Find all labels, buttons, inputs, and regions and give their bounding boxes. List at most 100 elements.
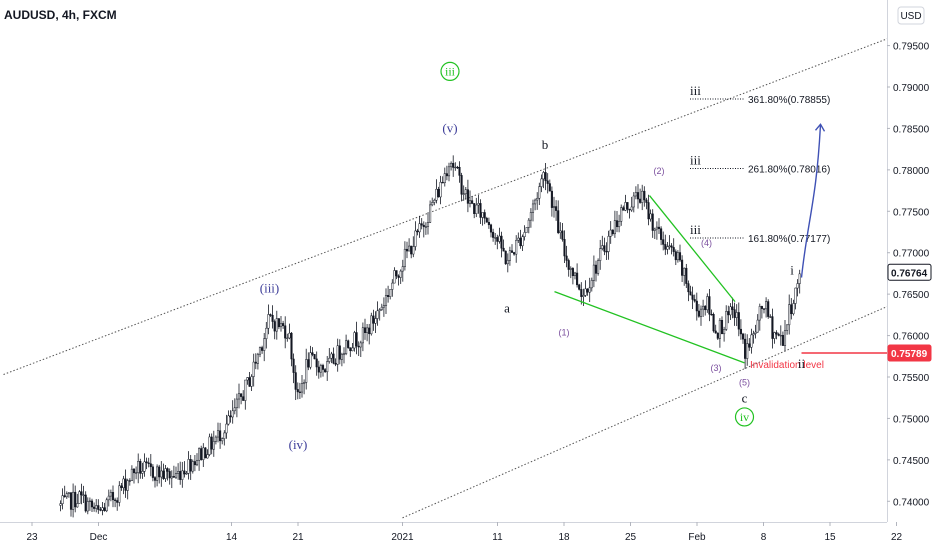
candle-body [599,248,602,261]
candle-body [416,230,419,233]
candle-body [250,376,253,387]
candle-body [500,235,503,249]
candle-body [235,398,238,409]
candle-body [225,423,228,434]
wave-label-1: (v) [442,121,457,136]
candle-body [706,296,709,311]
candle-body [340,353,343,360]
candle-body [750,334,753,348]
candle-body [233,407,236,412]
y-tick-label-8: 0.78000 [893,166,930,177]
currency-button[interactable]: USD [900,11,921,22]
candle-body [147,462,150,464]
candle-body [597,260,600,274]
y-tick-label-11: 0.79500 [893,42,930,53]
candle-body [424,226,427,228]
candle-body [372,315,375,324]
candle-body [361,327,364,344]
candle-body [725,311,728,330]
candle-body [529,212,532,221]
candle-body [120,485,123,488]
price-label-0: 0.76764 [891,268,928,279]
candle-body [403,248,406,267]
candle-body [168,471,171,479]
candle-body [324,369,327,373]
candle-body [269,314,272,316]
candle-body [431,202,434,206]
candle-body [298,391,301,393]
candle-body [506,260,509,265]
candle-body [441,181,444,184]
candle-body [405,248,409,252]
candle-body [737,312,740,330]
candle-body [790,304,793,315]
candle-body [338,345,341,360]
candle-body [540,178,543,187]
candle-body [290,332,293,360]
wave-label-9: (4) [701,238,712,248]
candle-body [334,362,337,365]
candle-body [88,500,91,502]
candle-body [86,501,89,512]
candle-body [607,236,610,252]
candle-body [363,327,367,333]
candle-body [210,436,213,450]
candle-body [391,282,394,290]
candle-body [538,186,541,199]
candle-body [527,219,530,228]
candle-body [135,472,138,474]
x-tick-label-2: 14 [226,532,238,543]
candle-body [141,471,144,474]
fib-wave-label-1: iii [690,153,701,168]
y-tick-label-0: 0.74000 [893,497,930,508]
candle-body [374,318,377,324]
candle-body [193,461,196,466]
wave-label-3: (iv) [289,437,308,452]
candle-body [657,226,661,229]
candle-body [319,365,322,373]
candle-body [771,316,774,339]
candle-body [557,210,560,234]
candle-body [655,226,658,230]
candle-body [332,353,335,364]
candle-body [132,468,136,474]
candle-body [760,306,763,309]
symbol-title: AUDUSD, 4h, FXCM [4,8,117,22]
wave-label-4: b [542,137,549,152]
wedge-upper-line [648,195,736,303]
candle-body [578,284,581,290]
candle-body [351,347,354,352]
candle-body [781,334,784,346]
candle-body [261,347,264,351]
candle-body [693,299,696,302]
candle-body [63,495,66,498]
candle-body [603,245,606,252]
currency-button-bg[interactable] [897,6,925,25]
candle-body [271,314,274,322]
candle-body [456,166,459,169]
candle-body [628,208,631,211]
candle-body [519,237,522,247]
candle-body [605,251,608,253]
candle-body [687,283,690,293]
candle-body [683,267,686,276]
channel-lower-line [402,286,932,519]
candle-body [187,459,190,474]
candle-body [204,447,207,459]
candle-body [450,162,453,168]
candle-body [185,473,188,475]
candle-body [93,506,96,509]
candle-body [666,246,669,250]
wave-label-11: c [742,391,748,406]
candle-body [739,328,742,335]
candle-body [521,236,524,247]
candle-body [412,246,415,255]
candle-body [311,352,314,355]
candle-body [762,308,766,310]
candle-body [523,232,526,237]
candle-body [477,203,480,206]
candle-body [67,492,70,494]
candle-body [437,188,440,198]
